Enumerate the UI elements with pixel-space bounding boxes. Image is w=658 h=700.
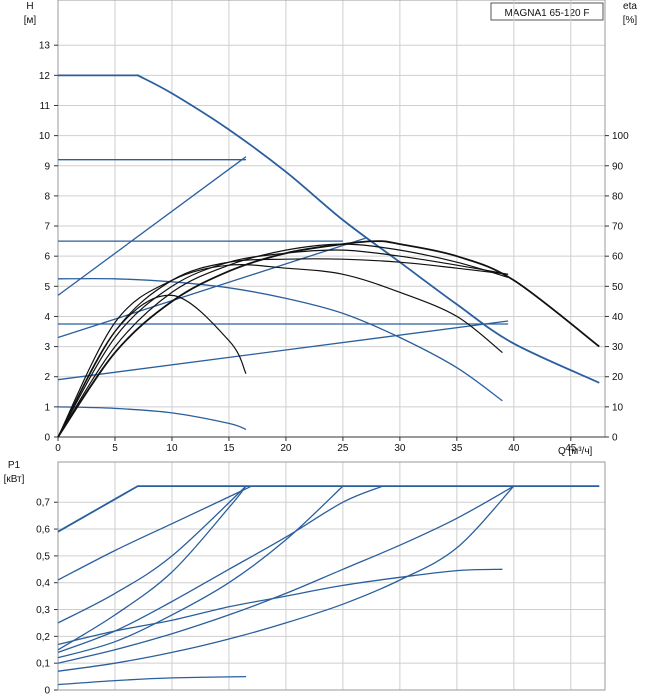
power-curve (57, 485, 252, 581)
head-curve (57, 237, 366, 339)
power-tick-label: 0,4 (36, 578, 50, 589)
power-tick-label: 0,5 (36, 551, 50, 562)
power-curve (57, 485, 247, 651)
model-name: MAGNA1 65-120 F (504, 8, 589, 19)
efficiency-tick-label: 0 (612, 433, 618, 444)
power-tick-label: 0,7 (36, 498, 50, 509)
head-tick-label: 1 (44, 402, 50, 413)
efficiency-curve (57, 264, 503, 438)
model-name-box (490, 2, 604, 21)
flow-tick-label: 0 (55, 443, 61, 454)
efficiency-tick-label: 60 (612, 252, 624, 263)
head-tick-label: 9 (44, 161, 50, 172)
efficiency-curve (57, 240, 600, 438)
head-tick-label: 5 (44, 282, 50, 293)
power-curve (57, 485, 515, 664)
flow-tick-label: 10 (166, 443, 178, 454)
head-tick-label: 0 (44, 433, 50, 444)
flow-tick-label: 25 (337, 443, 349, 454)
head-tick-label: 6 (44, 252, 50, 263)
plot-layer: 0123456789101112130102030405060708090100… (36, 0, 629, 697)
efficiency-curve (57, 249, 509, 438)
power-curve (57, 485, 515, 672)
head-tick-label: 13 (39, 41, 51, 52)
flow-tick-label: 40 (508, 443, 520, 454)
flow-tick-label: 5 (112, 443, 118, 454)
efficiency-axis-label: eta (623, 1, 637, 12)
efficiency-tick-label: 30 (612, 342, 624, 353)
flow-tick-label: 35 (451, 443, 463, 454)
power-curve (57, 485, 600, 533)
efficiency-tick-label: 90 (612, 161, 624, 172)
head-plot-frame (57, 0, 606, 438)
head-curve (58, 74, 600, 384)
flow-tick-label: 45 (565, 443, 577, 454)
head-tick-label: 7 (44, 222, 50, 233)
efficiency-tick-label: 100 (612, 131, 629, 142)
head-tick-label: 11 (40, 101, 51, 112)
power-curve (57, 485, 247, 624)
efficiency-curve (57, 294, 247, 438)
head-tick-label: 2 (44, 372, 50, 383)
flow-tick-label: 15 (223, 443, 235, 454)
power-tick-label: 0,6 (36, 525, 50, 536)
power-tick-label: 0 (44, 686, 50, 697)
power-axis-label: P1 (8, 460, 21, 471)
power-tick-label: 0,2 (36, 632, 50, 643)
efficiency-tick-label: 20 (612, 372, 624, 383)
efficiency-tick-label: 80 (612, 191, 624, 202)
power-curve (57, 485, 344, 659)
efficiency-curve (57, 243, 509, 438)
power-tick-label: 0,1 (36, 659, 50, 670)
efficiency-tick-label: 40 (612, 312, 624, 323)
power-curve (57, 568, 503, 646)
head-tick-label: 3 (44, 342, 50, 353)
power-plot-frame (57, 461, 606, 691)
efficiency-tick-label: 70 (612, 222, 624, 233)
power-tick-label: 0,3 (36, 605, 50, 616)
efficiency-curve (57, 258, 509, 438)
head-curve (57, 277, 503, 402)
power-curve (57, 675, 247, 686)
flow-axis-label: Q [м³/ч] (558, 446, 593, 457)
head-axis-unit: [м] (24, 15, 37, 26)
efficiency-tick-label: 10 (612, 402, 624, 413)
head-tick-label: 10 (39, 131, 51, 142)
power-axis-unit: [кВт] (4, 474, 25, 485)
head-curve (57, 156, 247, 296)
flow-tick-label: 20 (280, 443, 292, 454)
efficiency-tick-label: 50 (612, 282, 624, 293)
efficiency-axis-unit: [%] (623, 15, 638, 26)
head-tick-label: 8 (44, 191, 50, 202)
flow-tick-label: 30 (394, 443, 406, 454)
head-axis-label: H (26, 1, 33, 12)
head-curve (57, 320, 509, 381)
head-tick-label: 4 (44, 312, 50, 323)
head-tick-label: 12 (39, 71, 51, 82)
head-curve (57, 406, 247, 431)
